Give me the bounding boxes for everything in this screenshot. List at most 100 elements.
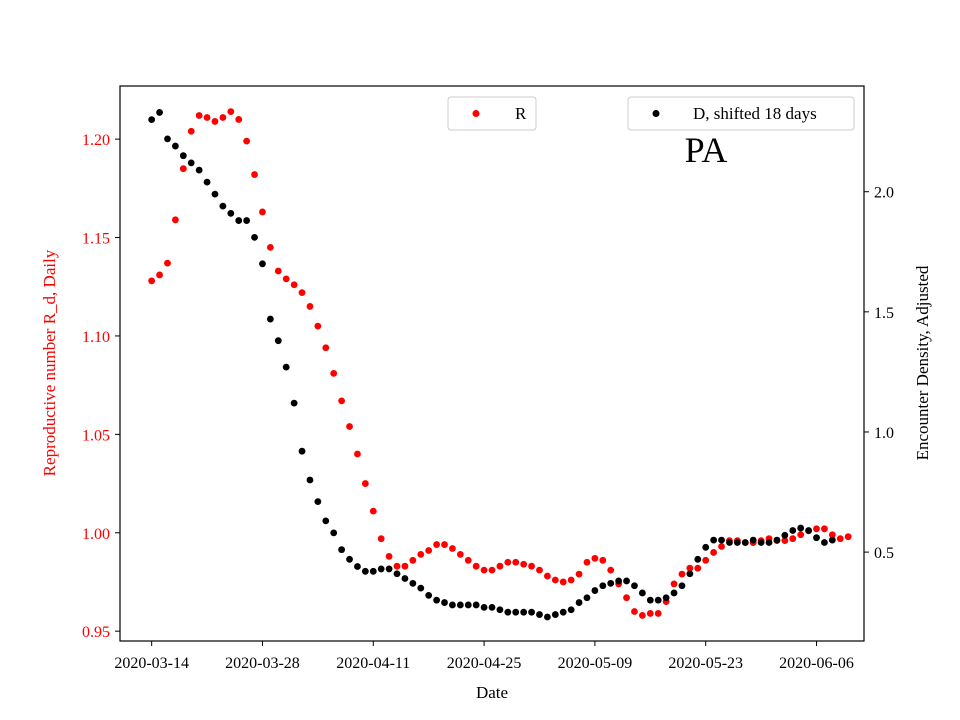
d-point [148,116,156,124]
r-point [654,610,662,617]
r-point [346,423,353,430]
r-point [480,566,488,574]
d-point [417,584,425,592]
r-point [385,552,393,560]
d-point [781,531,789,539]
d-point [789,527,797,534]
r-point [156,271,163,279]
r-point [631,608,638,615]
r-point [828,531,836,539]
left-y-axis-label: Reproductive number R_d, Daily [40,249,59,476]
r-point [243,137,251,145]
r-point [512,558,520,566]
r-point [179,165,187,173]
r-point [314,322,322,330]
x-tick-label: 2020-05-23 [668,655,743,672]
legend-d-box [627,96,855,131]
r-point [235,116,243,123]
r-point [338,397,346,405]
d-point [536,611,543,618]
legend-r-box [447,96,537,131]
d-point [401,575,409,582]
legend-r-label: R [515,104,527,123]
d-point [464,601,472,609]
left-y-tick-label: 0.95 [82,624,110,641]
r-point [393,562,401,570]
d-point [765,539,773,546]
d-point [164,135,171,143]
r-point [195,112,203,119]
r-point [203,114,211,121]
r-point [536,566,543,574]
r-point [496,562,504,570]
r-point [551,576,559,584]
r-point [702,556,710,564]
d-point [203,178,211,186]
d-point [259,260,266,268]
d-point [591,587,599,594]
d-point [346,555,353,563]
d-point [235,217,243,224]
r-point [251,171,258,178]
r-point [290,281,298,289]
d-point [251,233,258,241]
d-point [741,539,749,546]
d-point [670,589,678,597]
d-point [821,539,828,546]
d-point [377,565,385,573]
r-point [172,216,179,224]
d-point [504,608,512,616]
d-point [282,363,290,371]
d-point [615,577,623,585]
r-point [211,118,219,125]
d-point [354,563,361,570]
legend-r: R [447,96,537,131]
d-point [187,159,195,167]
d-point [551,611,559,618]
d-point [749,536,757,544]
left-y-tick-label: 1.00 [82,526,110,543]
x-tick-label: 2020-03-14 [114,655,189,672]
left-y-tick-label: 1.10 [82,329,110,346]
d-point [718,536,725,544]
d-point [338,546,346,554]
d-series-points [148,109,836,621]
r-point [591,554,599,562]
r-point [322,344,330,352]
d-point [567,606,575,614]
x-tick-label: 2020-04-11 [336,655,410,672]
d-point [694,555,702,563]
r-point [670,580,678,588]
left-y-tick-label: 1.20 [82,132,110,149]
d-point [219,202,227,210]
r-point [528,562,535,570]
d-point [433,596,440,604]
d-point [266,315,274,323]
r-point [409,556,417,564]
r-point [456,551,464,558]
r-point [836,535,844,543]
right-y-tick-label: 1.5 [874,305,894,322]
r-point [821,525,828,533]
r-point [354,450,361,458]
d-point [425,591,433,599]
d-point [172,142,179,150]
d-point [520,608,528,616]
plot-frame [119,85,865,642]
d-point [472,601,480,609]
x-axis-ticks: 2020-03-14 2020-03-28 2020-04-11 2020-04-25… [114,641,854,672]
d-point [156,109,163,116]
right-y-axis-label: Encounter Density, Adjusted [913,265,932,460]
r-point [441,541,448,548]
d-point [449,601,456,609]
d-point [480,603,488,611]
d-point [409,579,417,587]
d-point [330,529,338,537]
r-point [417,551,425,558]
r-point [361,480,369,487]
x-tick-label: 2020-05-09 [558,655,633,672]
r-point [282,275,290,283]
r-point [520,560,528,568]
d-point [306,476,314,484]
r-point [718,543,725,550]
